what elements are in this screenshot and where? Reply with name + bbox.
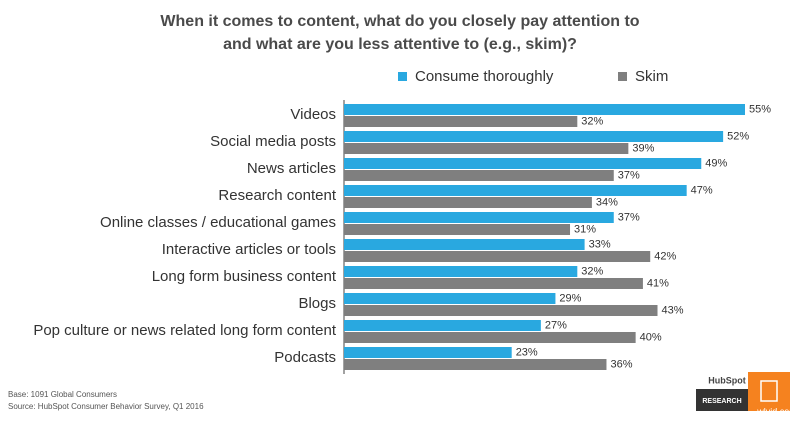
value-label: 49% <box>705 157 727 169</box>
value-label: 29% <box>559 292 581 304</box>
category-label: Pop culture or news related long form co… <box>33 322 336 339</box>
bar <box>344 320 541 331</box>
chart-title: When it comes to content, what do you cl… <box>160 13 639 30</box>
value-label: 43% <box>662 304 684 316</box>
category-label: Podcasts <box>274 349 336 366</box>
category-label: Online classes / educational games <box>100 214 336 231</box>
legend-swatch <box>398 72 407 81</box>
bar <box>344 224 571 235</box>
category-label: News articles <box>247 160 336 177</box>
bar <box>344 116 578 127</box>
value-label: 32% <box>581 115 603 127</box>
value-label: 27% <box>545 319 567 331</box>
bar <box>344 197 592 208</box>
legend-swatch <box>618 72 627 81</box>
category-label: Interactive articles or tools <box>162 241 336 258</box>
bar <box>344 170 614 181</box>
bar <box>344 347 512 358</box>
value-label: 52% <box>727 130 749 142</box>
bar <box>344 104 745 115</box>
watermark: wlvid.com <box>756 406 797 416</box>
category-label: Blogs <box>298 295 336 312</box>
value-label: 41% <box>647 277 669 289</box>
footnote: Source: HubSpot Consumer Behavior Survey… <box>8 402 204 411</box>
bar <box>344 185 687 196</box>
bar <box>344 278 643 289</box>
logo-label: RESEARCH <box>702 398 741 405</box>
legend-label: Consume thoroughly <box>415 68 554 85</box>
bar <box>344 332 636 343</box>
logo: HubSpot RESEARCH wlvid.com <box>696 372 797 416</box>
value-label: 47% <box>691 184 713 196</box>
bar <box>344 293 556 304</box>
logo-icon <box>760 380 778 402</box>
legend-label: Skim <box>635 68 668 85</box>
bar <box>344 305 658 316</box>
logo-brand: HubSpot <box>708 375 746 385</box>
bar <box>344 131 724 142</box>
value-label: 39% <box>632 142 654 154</box>
category-label: Videos <box>290 106 336 123</box>
bar <box>344 266 578 277</box>
bar <box>344 212 614 223</box>
bar <box>344 143 629 154</box>
bar <box>344 359 607 370</box>
category-label: Research content <box>218 187 336 204</box>
category-label: Social media posts <box>210 133 336 150</box>
chart-title: and what are you less attentive to (e.g.… <box>223 36 577 53</box>
value-label: 55% <box>749 103 771 115</box>
value-label: 34% <box>596 196 618 208</box>
value-label: 37% <box>618 211 640 223</box>
value-label: 37% <box>618 169 640 181</box>
value-label: 33% <box>589 238 611 250</box>
logo-icon-box <box>748 372 790 411</box>
value-label: 32% <box>581 265 603 277</box>
value-label: 42% <box>654 250 676 262</box>
bar <box>344 251 651 262</box>
value-label: 36% <box>610 358 632 370</box>
value-label: 23% <box>516 346 538 358</box>
logo-box <box>696 389 748 411</box>
value-label: 40% <box>640 331 662 343</box>
bar <box>344 239 585 250</box>
bar <box>344 158 702 169</box>
value-label: 31% <box>574 223 596 235</box>
category-label: Long form business content <box>152 268 337 285</box>
footnote: Base: 1091 Global Consumers <box>8 390 117 399</box>
